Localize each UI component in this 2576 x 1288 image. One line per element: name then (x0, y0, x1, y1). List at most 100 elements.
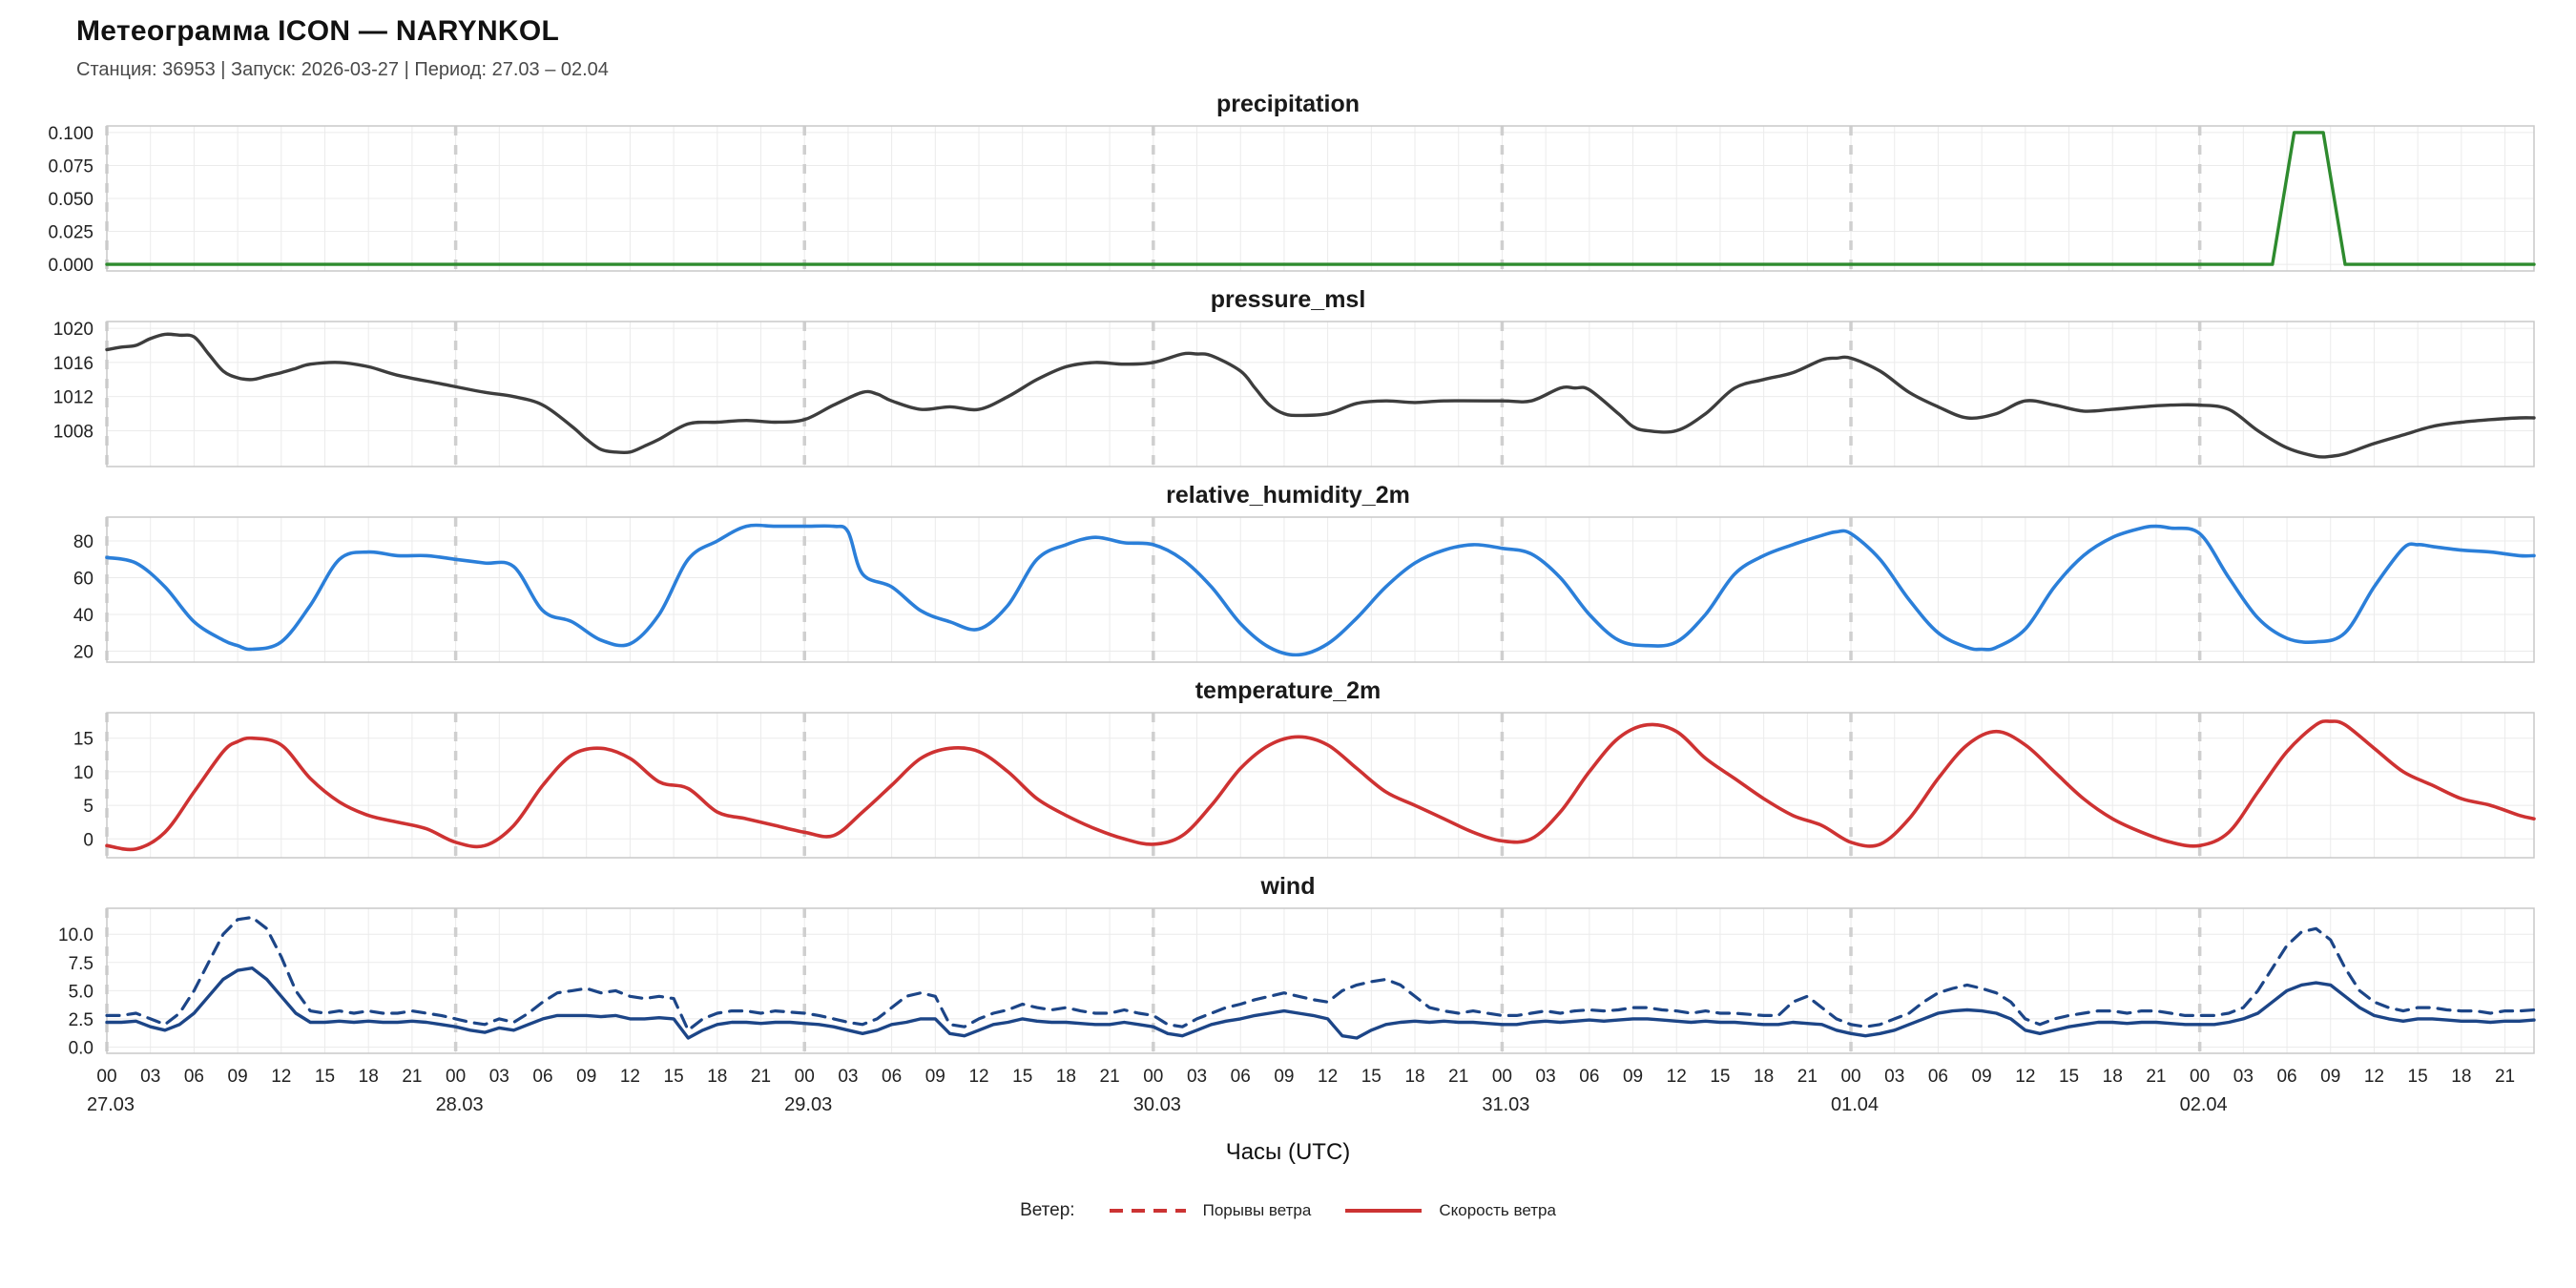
y-tick-label: 0.000 (48, 256, 93, 276)
y-tick-label: 20 (73, 642, 93, 662)
plot-border (106, 516, 2535, 663)
x-tick-label: 09 (228, 1067, 248, 1087)
x-tick-label: 12 (2364, 1067, 2384, 1087)
humidity-chart: 20 40 60 80 (73, 516, 2536, 663)
legend-item-gusts: Порывы ветра (1108, 1201, 1311, 1220)
x-tick-label: 12 (2015, 1067, 2035, 1087)
x-tick-label: 03 (140, 1067, 160, 1087)
panel-title-humidity: relative_humidity_2m (1166, 482, 1410, 509)
panel-humidity: relative_humidity_2m 20 40 60 80 (0, 482, 2576, 670)
x-tick-label: 00 (2190, 1067, 2210, 1087)
x-tick-label: 00 (446, 1067, 466, 1087)
x-tick-label: 18 (1754, 1067, 1774, 1087)
x-tick-label: 15 (1012, 1067, 1032, 1087)
day-label: 29.03 (784, 1094, 832, 1115)
y-tick-label: 1012 (53, 388, 93, 408)
x-tick-label: 15 (2059, 1067, 2079, 1087)
y-tick-label: 15 (73, 730, 93, 750)
y-tick-label: 7.5 (69, 954, 93, 974)
day-label: 27.03 (87, 1094, 135, 1115)
x-tick-label: 09 (2320, 1067, 2340, 1087)
panel-wind: wind 0.0 2.5 5.0 7.5 10.0 00 03 06 09 12 15 18 21 00 0… (0, 873, 2576, 1132)
x-tick-label: 06 (1928, 1067, 1948, 1087)
x-tick-label: 09 (576, 1067, 596, 1087)
x-tick-label: 09 (1972, 1067, 1992, 1087)
x-tick-label: 09 (925, 1067, 945, 1087)
x-tick-label: 15 (2408, 1067, 2428, 1087)
panel-pressure: pressure_msl 1008 1012 1016 1020 (0, 286, 2576, 474)
header: Метеограмма ICON — NARYNKOL Станция: 369… (0, 0, 2576, 83)
x-tick-label: 12 (271, 1067, 291, 1087)
page-title: Метеограмма ICON — NARYNKOL (76, 15, 560, 47)
legend-label-speed: Скорость ветра (1439, 1201, 1556, 1219)
y-tick-label: 0.075 (48, 156, 93, 177)
legend-item-speed: Скорость ветра (1343, 1201, 1556, 1220)
x-tick-label: 00 (1143, 1067, 1163, 1087)
x-tick-label: 03 (2233, 1067, 2254, 1087)
x-tick-label: 21 (1448, 1067, 1468, 1087)
x-tick-label: 03 (1884, 1067, 1904, 1087)
y-tick-label: 1020 (53, 320, 93, 340)
x-tick-label: 09 (1274, 1067, 1294, 1087)
day-label: 02.04 (2180, 1094, 2228, 1115)
x-tick-label: 03 (1536, 1067, 1556, 1087)
plot-border (106, 125, 2535, 272)
x-tick-label: 06 (532, 1067, 552, 1087)
x-tick-label: 18 (1056, 1067, 1076, 1087)
x-tick-label: 15 (664, 1067, 684, 1087)
x-tick-label: 21 (2495, 1067, 2515, 1087)
day-label: 31.03 (1482, 1094, 1529, 1115)
x-tick-label: 18 (359, 1067, 379, 1087)
solid-line-swatch (1345, 1209, 1423, 1213)
y-tick-label: 1016 (53, 354, 93, 374)
y-tick-label: 2.5 (69, 1010, 93, 1030)
x-tick-label: 18 (2103, 1067, 2123, 1087)
precipitation-chart: 0.000 0.025 0.050 0.075 0.100 (48, 124, 2536, 276)
y-tick-label: 5.0 (69, 982, 93, 1002)
panel-title-temperature: temperature_2m (1195, 677, 1381, 704)
series-precipitation (105, 131, 2536, 266)
wind-chart: 0.0 2.5 5.0 7.5 10.0 00 03 06 09 12 15 18 21 00 03 06 09… (58, 907, 2536, 1115)
temperature-chart: 0 5 10 15 (73, 712, 2536, 859)
x-tick-label: 15 (1361, 1067, 1381, 1087)
day-label: 01.04 (1831, 1094, 1879, 1115)
panel-precipitation: precipitation 0.000 0.025 0.050 0.075 0.100 (0, 91, 2576, 279)
x-tick-label: 21 (751, 1067, 771, 1087)
day-label: 28.03 (436, 1094, 484, 1115)
x-tick-label: 12 (1667, 1067, 1687, 1087)
series-relative_humidity_2m (105, 523, 2536, 657)
y-tick-label: 80 (73, 532, 93, 552)
x-tick-label: 18 (2451, 1067, 2471, 1087)
wind-legend: Ветер: Порывы ветра Скорость ветра (0, 1200, 2576, 1221)
x-tick-label: 18 (707, 1067, 727, 1087)
x-tick-label: 06 (184, 1067, 204, 1087)
x-tick-label: 03 (489, 1067, 509, 1087)
series-wind_gusts (105, 915, 2536, 1032)
panel-temperature: temperature_2m 0 5 10 15 (0, 677, 2576, 865)
y-tick-label: 10 (73, 763, 93, 783)
dashed-line-swatch (1109, 1209, 1186, 1213)
x-tick-label: 21 (1797, 1067, 1818, 1087)
x-axis-label: Часы (UTC) (1225, 1139, 1351, 1165)
series-pressure_msl (105, 332, 2536, 459)
x-tick-label: 06 (1579, 1067, 1599, 1087)
x-tick-label: 03 (1187, 1067, 1207, 1087)
x-tick-label: 00 (795, 1067, 815, 1087)
y-tick-label: 60 (73, 569, 93, 589)
charts-container: precipitation 0.000 0.025 0.050 0.075 0.100 … (0, 91, 2576, 1132)
x-tick-label: 00 (96, 1067, 116, 1087)
series-wind_speed (105, 966, 2536, 1040)
y-tick-label: 0.050 (48, 190, 93, 210)
panel-title-precipitation: precipitation (1215, 91, 1360, 117)
x-tick-label: 21 (1100, 1067, 1120, 1087)
x-tick-label: 18 (1404, 1067, 1424, 1087)
y-tick-label: 0.100 (48, 124, 93, 144)
y-tick-label: 0.025 (48, 223, 93, 243)
plot-border (106, 712, 2535, 859)
x-tick-label: 09 (1623, 1067, 1643, 1087)
y-tick-label: 40 (73, 606, 93, 626)
x-tick-label: 06 (2276, 1067, 2296, 1087)
x-tick-label: 12 (620, 1067, 640, 1087)
y-tick-label: 5 (83, 797, 93, 817)
series-temperature_2m (105, 719, 2536, 852)
